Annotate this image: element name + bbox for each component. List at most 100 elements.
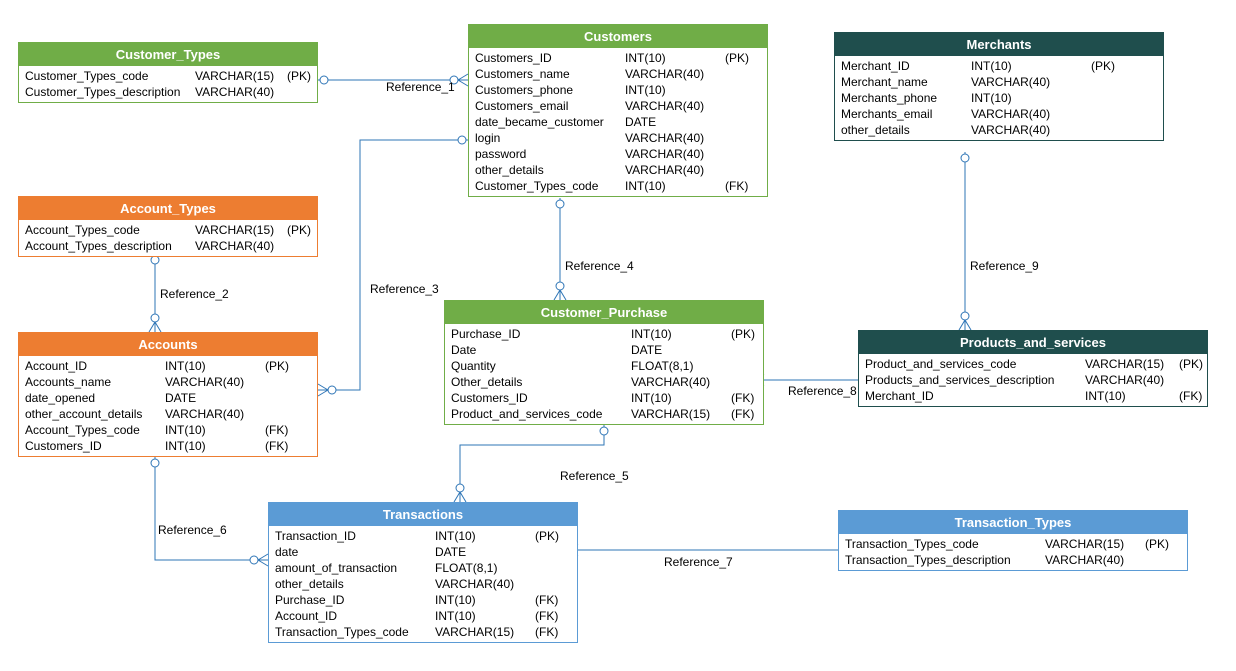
column-key: (FK) (1179, 389, 1207, 403)
entity-title: Products_and_services (859, 331, 1207, 354)
column-name: date_became_customer (475, 115, 625, 129)
column-name: other_account_details (25, 407, 165, 421)
entity-transaction-types: Transaction_Types Transaction_Types_code… (838, 510, 1188, 571)
entity-title: Accounts (19, 333, 317, 356)
entity-title: Transaction_Types (839, 511, 1187, 534)
column-key: (PK) (535, 529, 563, 543)
entity-body: Purchase_IDINT(10)(PK)DateDATEQuantityFL… (445, 324, 763, 424)
column-key (731, 375, 759, 389)
column-key (1091, 75, 1119, 89)
column-row: Account_Types_codeINT(10)(FK) (19, 422, 317, 438)
column-name: Purchase_ID (275, 593, 435, 607)
column-key: (FK) (265, 439, 293, 453)
column-name: Transaction_Types_description (845, 553, 1045, 567)
column-key (725, 147, 753, 161)
column-row: passwordVARCHAR(40) (469, 146, 767, 162)
column-name: amount_of_transaction (275, 561, 435, 575)
column-key (731, 343, 759, 357)
column-key: (FK) (535, 593, 563, 607)
column-row: other_account_detailsVARCHAR(40) (19, 406, 317, 422)
column-row: Customers_IDINT(10)(FK) (445, 390, 763, 406)
column-type: VARCHAR(40) (625, 67, 725, 81)
column-type: VARCHAR(40) (435, 577, 535, 591)
column-type: DATE (625, 115, 725, 129)
column-key (725, 115, 753, 129)
entity-body: Transaction_IDINT(10)(PK)dateDATEamount_… (269, 526, 577, 642)
column-key: (PK) (1091, 59, 1119, 73)
column-row: Merchants_emailVARCHAR(40) (835, 106, 1163, 122)
column-type: VARCHAR(40) (195, 239, 287, 253)
column-type: INT(10) (625, 51, 725, 65)
column-name: Customer_Types_description (25, 85, 195, 99)
column-key (725, 163, 753, 177)
column-key (265, 391, 293, 405)
column-row: other_detailsVARCHAR(40) (469, 162, 767, 178)
column-name: Account_Types_description (25, 239, 195, 253)
column-row: loginVARCHAR(40) (469, 130, 767, 146)
column-type: DATE (165, 391, 265, 405)
column-key: (FK) (265, 423, 293, 437)
column-row: Customers_nameVARCHAR(40) (469, 66, 767, 82)
column-type: VARCHAR(40) (1045, 553, 1145, 567)
reference-label: Reference_9 (970, 259, 1039, 273)
column-key (535, 577, 563, 591)
column-name: Accounts_name (25, 375, 165, 389)
column-name: Merchants_email (841, 107, 971, 121)
column-key: (PK) (287, 69, 315, 83)
column-row: Merchant_IDINT(10)(FK) (859, 388, 1207, 404)
column-type: VARCHAR(40) (195, 85, 287, 99)
column-row: other_detailsVARCHAR(40) (269, 576, 577, 592)
reference-label: Reference_1 (386, 80, 455, 94)
entity-body: Account_Types_codeVARCHAR(15)(PK)Account… (19, 220, 317, 256)
column-row: Merchant_IDINT(10)(PK) (835, 58, 1163, 74)
entity-merchants: Merchants Merchant_IDINT(10)(PK)Merchant… (834, 32, 1164, 141)
reference-label: Reference_8 (788, 384, 857, 398)
column-row: Customer_Types_descriptionVARCHAR(40) (19, 84, 317, 100)
column-type: DATE (631, 343, 731, 357)
column-type: VARCHAR(15) (1085, 357, 1179, 371)
entity-body: Customer_Types_codeVARCHAR(15)(PK)Custom… (19, 66, 317, 102)
column-type: VARCHAR(40) (625, 99, 725, 113)
column-name: Products_and_services_description (865, 373, 1085, 387)
column-name: Customers_email (475, 99, 625, 113)
reference-label: Reference_6 (158, 523, 227, 537)
column-key (265, 407, 293, 421)
column-type: FLOAT(8,1) (435, 561, 535, 575)
column-key (1091, 123, 1119, 137)
entity-customer-types: Customer_Types Customer_Types_codeVARCHA… (18, 42, 318, 103)
column-row: Customers_emailVARCHAR(40) (469, 98, 767, 114)
column-type: VARCHAR(15) (1045, 537, 1145, 551)
reference-label: Reference_7 (664, 555, 733, 569)
column-name: Merchant_ID (865, 389, 1085, 403)
column-type: VARCHAR(15) (195, 223, 287, 237)
column-key (725, 83, 753, 97)
column-type: INT(10) (435, 593, 535, 607)
column-row: Account_IDINT(10)(FK) (269, 608, 577, 624)
entity-body: Merchant_IDINT(10)(PK)Merchant_nameVARCH… (835, 56, 1163, 140)
column-row: Purchase_IDINT(10)(FK) (269, 592, 577, 608)
column-row: other_detailsVARCHAR(40) (835, 122, 1163, 138)
column-row: Account_Types_codeVARCHAR(15)(PK) (19, 222, 317, 238)
entity-title: Customers (469, 25, 767, 48)
column-key: (PK) (265, 359, 293, 373)
column-key (725, 131, 753, 145)
column-type: INT(10) (971, 91, 1091, 105)
column-name: Account_ID (25, 359, 165, 373)
entity-body: Product_and_services_codeVARCHAR(15)(PK)… (859, 354, 1207, 406)
column-name: login (475, 131, 625, 145)
column-row: Products_and_services_descriptionVARCHAR… (859, 372, 1207, 388)
entity-body: Customers_IDINT(10)(PK)Customers_nameVAR… (469, 48, 767, 196)
column-key: (PK) (731, 327, 759, 341)
column-row: Customer_Types_codeINT(10)(FK) (469, 178, 767, 194)
column-row: dateDATE (269, 544, 577, 560)
column-key (535, 561, 563, 575)
column-name: other_details (275, 577, 435, 591)
column-type: INT(10) (165, 439, 265, 453)
entity-accounts: Accounts Account_ID INT(10) (PK) Accounts_n… (18, 332, 318, 457)
column-type: VARCHAR(15) (631, 407, 731, 421)
column-type: VARCHAR(15) (195, 69, 287, 83)
column-name: Purchase_ID (451, 327, 631, 341)
column-row: Product_and_services_codeVARCHAR(15)(PK) (859, 356, 1207, 372)
column-type: VARCHAR(40) (971, 107, 1091, 121)
column-type: VARCHAR(40) (625, 163, 725, 177)
